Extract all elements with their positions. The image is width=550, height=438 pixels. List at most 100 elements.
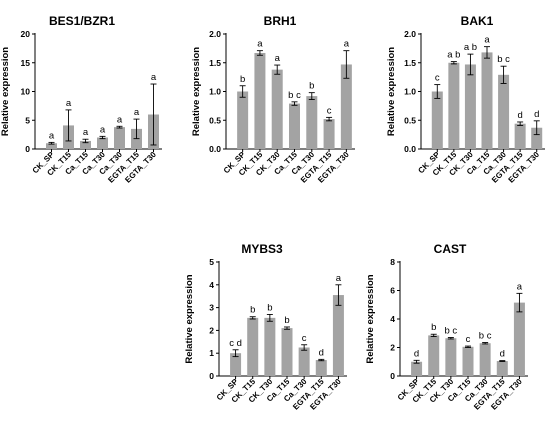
significance-letter: b (267, 302, 272, 313)
significance-letter: a (336, 273, 342, 284)
bar (498, 74, 510, 149)
bar (281, 328, 293, 376)
y-tick-label: 0.0 (404, 144, 416, 154)
panel-title: BRH1 (264, 14, 297, 28)
significance-letter: d (517, 110, 522, 121)
y-axis-label: Relative expression (365, 274, 376, 363)
bar (80, 140, 91, 149)
y-tick-label: 2 (209, 325, 214, 335)
bar (46, 143, 57, 149)
significance-letter: c (466, 334, 471, 345)
significance-letter: d (500, 349, 505, 360)
bar (298, 347, 310, 376)
y-tick-label: 6 (390, 286, 395, 296)
bar (97, 137, 108, 149)
y-tick-label: 5 (25, 115, 30, 125)
bar (315, 360, 327, 376)
bar (462, 346, 474, 376)
y-tick-label: 1.5 (404, 58, 416, 68)
bar (230, 353, 242, 376)
significance-letter: b c (479, 331, 492, 342)
bar (340, 64, 352, 149)
y-tick-label: 1.0 (209, 87, 221, 97)
significance-letter: b (284, 315, 289, 326)
bar (445, 338, 457, 376)
y-tick-label: 15 (21, 58, 31, 68)
bar (514, 123, 526, 149)
y-tick-label: 8 (390, 257, 395, 267)
significance-letter: a (66, 98, 72, 109)
significance-letter: a (344, 39, 350, 50)
significance-letter: d (414, 348, 419, 359)
bar (254, 52, 266, 149)
y-axis-label: Relative expression (191, 47, 202, 136)
significance-letter: c d (229, 338, 242, 349)
y-tick-label: 5 (209, 257, 214, 267)
bar (479, 343, 491, 376)
y-tick-label: 1.5 (209, 58, 221, 68)
y-tick-label: 0 (209, 371, 214, 381)
significance-letter: b (431, 322, 436, 333)
significance-letter: a (257, 39, 263, 50)
panel-title: CAST (434, 242, 467, 256)
bar (323, 119, 335, 149)
y-axis-label: Relative expression (184, 274, 195, 363)
bar (481, 52, 493, 149)
bar (531, 127, 543, 149)
y-tick-label: 0.5 (209, 115, 221, 125)
significance-letter: b (309, 81, 314, 92)
y-tick-label: 0.5 (404, 115, 416, 125)
significance-letter: b (240, 74, 245, 85)
significance-letter: a (117, 114, 123, 125)
y-tick-label: 2.0 (209, 29, 221, 39)
significance-letter: b c (497, 54, 510, 65)
panel-title: BES1/BZR1 (49, 14, 115, 28)
y-axis-label: Relative expression (386, 47, 397, 136)
significance-letter: c (435, 73, 440, 84)
bar (464, 64, 476, 149)
significance-letter: b (250, 305, 255, 316)
panel-title: BAK1 (461, 14, 494, 28)
significance-letter: b c (288, 90, 301, 101)
bar (332, 295, 344, 376)
bar (428, 335, 440, 376)
significance-letter: a (151, 72, 157, 83)
significance-letter: a (83, 127, 89, 138)
significance-letter: a (517, 281, 523, 292)
y-tick-label: 20 (21, 29, 31, 39)
bar (431, 91, 443, 149)
y-tick-label: 0 (25, 144, 30, 154)
y-tick-label: 4 (390, 314, 395, 324)
significance-letter: a (484, 35, 490, 46)
significance-letter: c (302, 333, 307, 344)
y-tick-label: 0.0 (209, 144, 221, 154)
significance-letter: c (327, 105, 332, 116)
y-tick-label: 2.0 (404, 29, 416, 39)
y-tick-label: 0 (390, 371, 395, 381)
bar (247, 317, 259, 376)
significance-letter: d (319, 347, 324, 358)
significance-letter: a (134, 107, 140, 118)
y-tick-label: 2 (390, 343, 395, 353)
significance-letter: a b (447, 50, 460, 61)
bar (513, 302, 525, 376)
significance-letter: b c (445, 326, 458, 337)
y-tick-label: 4 (209, 280, 214, 290)
bar (114, 127, 125, 149)
y-tick-label: 1.0 (404, 87, 416, 97)
bar (496, 361, 508, 376)
significance-letter: a b (464, 42, 477, 53)
y-tick-label: 3 (209, 303, 214, 313)
bar (289, 103, 300, 149)
bar (264, 317, 276, 376)
bar (271, 69, 283, 149)
significance-letter: a (49, 130, 55, 141)
panel-title: MYBS3 (241, 242, 283, 256)
bar (306, 96, 318, 149)
significance-letter: a (275, 53, 281, 64)
